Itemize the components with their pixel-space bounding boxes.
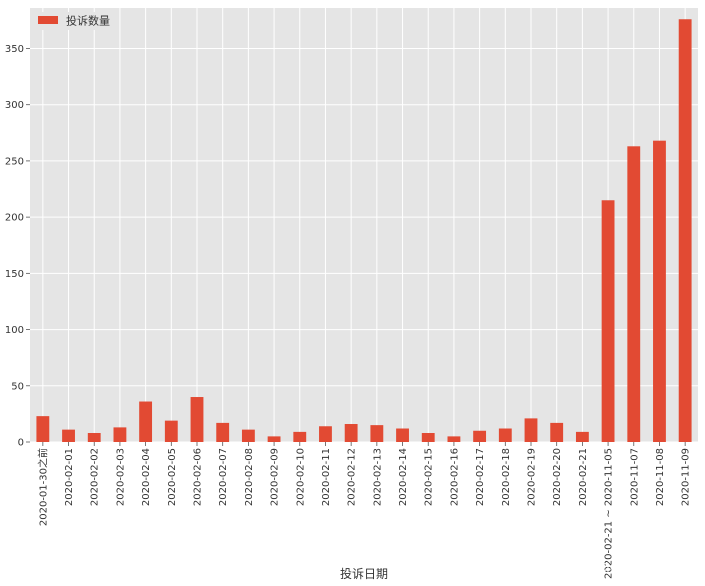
bar — [447, 436, 461, 442]
y-axis-ticks: 0 50 100 150 200 250 300 350 — [5, 44, 30, 449]
x-tick-label: 2020-02-04 — [141, 448, 152, 506]
bar — [87, 433, 101, 442]
grid-lines — [30, 8, 698, 443]
plot-area — [30, 8, 698, 442]
bar — [524, 418, 538, 442]
y-tick-label: 0 — [18, 438, 24, 449]
bar — [113, 427, 127, 442]
y-tick-label: 250 — [5, 156, 24, 167]
legend: 投诉数量 — [34, 12, 110, 30]
x-tick-label: 2020-02-10 — [295, 448, 306, 506]
bar — [498, 428, 512, 442]
y-tick-label: 300 — [5, 100, 24, 111]
x-tick-label: 2020-02-01 — [64, 448, 75, 506]
y-tick-label: 50 — [11, 381, 24, 392]
x-tick-label: 2020-11-08 — [655, 448, 666, 506]
y-tick-label: 200 — [5, 213, 24, 224]
y-tick-label: 150 — [5, 269, 24, 280]
x-tick-label: 2020-02-19 — [527, 448, 538, 506]
y-tick-label: 350 — [5, 44, 24, 55]
x-tick-label: 2020-02-21 ~ 2020-11-05 — [604, 448, 615, 579]
bar — [575, 431, 589, 442]
x-tick-label: 2020-02-06 — [193, 448, 204, 506]
bar — [139, 401, 153, 442]
x-tick-label: 2020-02-05 — [167, 448, 178, 506]
x-tick-label: 2020-11-07 — [629, 448, 640, 506]
x-tick-label: 2020-02-13 — [372, 448, 383, 506]
watermark-left: 大数跨境 — [8, 564, 68, 582]
bar — [678, 19, 692, 442]
x-tick-label: 2020-02-11 — [321, 448, 332, 506]
bar — [473, 430, 487, 442]
x-tick-label: 2020-02-18 — [501, 448, 512, 506]
bar — [550, 422, 564, 442]
bar — [190, 397, 204, 442]
y-tick-label: 100 — [5, 325, 24, 336]
x-axis-ticks: 2020-01-30之前 2020-02-01 2020-02-02 2020-02-… — [36, 442, 692, 579]
bar — [601, 200, 615, 442]
x-tick-label: 2020-02-03 — [115, 448, 126, 506]
bar — [267, 436, 281, 442]
watermark-right: https://blog.csdn.net/qq_35866846 — [451, 559, 697, 575]
bar — [241, 429, 255, 442]
bar — [319, 426, 332, 442]
x-tick-label: 2020-01-30之前 — [36, 448, 49, 526]
x-tick-label: 2020-02-14 — [398, 448, 409, 506]
bar — [164, 420, 178, 442]
legend-swatch — [38, 16, 58, 24]
x-tick-label: 2020-02-16 — [449, 448, 460, 506]
bars — [36, 19, 692, 442]
legend-label: 投诉数量 — [66, 14, 110, 28]
x-tick-label: 2020-02-08 — [244, 448, 255, 506]
x-tick-label: 2020-02-17 — [475, 448, 486, 506]
x-tick-label: 2020-02-21 — [578, 448, 589, 506]
x-tick-label: 2020-02-09 — [270, 448, 281, 506]
bar — [216, 422, 230, 442]
bar — [293, 431, 307, 442]
bar — [627, 146, 641, 442]
x-tick-label: 2020-02-12 — [347, 448, 358, 506]
x-axis-label: 投诉日期 — [340, 566, 388, 581]
x-tick-label: 2020-11-09 — [681, 448, 692, 506]
x-tick-label: 2020-02-07 — [218, 448, 229, 506]
bar — [62, 429, 75, 442]
bar — [653, 140, 666, 442]
bar — [36, 416, 50, 442]
bar — [421, 433, 435, 442]
x-tick-label: 2020-02-02 — [90, 448, 101, 506]
bar — [344, 424, 358, 442]
x-tick-label: 2020-02-20 — [552, 448, 563, 506]
bar — [370, 425, 384, 442]
x-tick-label: 2020-02-15 — [424, 448, 435, 506]
bar — [396, 428, 409, 442]
